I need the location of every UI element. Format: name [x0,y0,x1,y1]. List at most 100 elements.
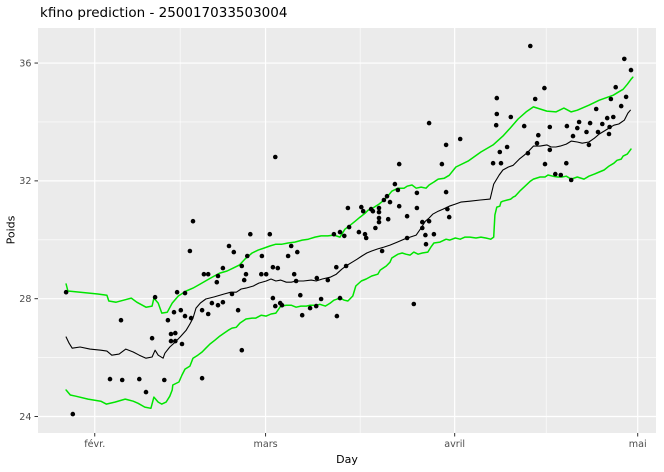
data-point [420,219,425,225]
data-point [259,253,265,259]
data-point [179,341,185,347]
data-point [299,312,305,318]
data-point [431,231,437,237]
data-point [622,56,627,62]
data-point [570,133,576,139]
data-point [295,249,300,255]
data-point [118,317,124,323]
data-point [411,301,417,307]
y-tick-label: 36 [19,58,31,69]
scatter-points [63,43,634,417]
data-point [168,338,174,344]
data-point [243,271,249,277]
data-point [187,248,193,254]
data-point [245,253,250,259]
data-point [359,204,364,210]
y-tick-label: 24 [19,412,31,423]
x-tick-label: mars [253,439,277,450]
data-point [220,299,226,305]
data-point [173,330,178,336]
data-point [457,136,463,142]
data-point [497,149,503,155]
data-point [385,216,391,222]
data-point [584,129,589,135]
data-point [209,300,215,306]
data-point [279,302,285,308]
data-point [404,235,410,241]
data-point [275,265,281,271]
y-tick-label: 28 [19,294,31,305]
data-point [439,161,445,167]
data-point [356,229,362,235]
data-point [370,208,376,214]
data-point [498,160,504,166]
gridlines-major [38,28,656,433]
data-point [291,271,297,277]
data-point [231,249,237,255]
data-point [547,124,553,130]
data-point [576,119,582,125]
data-point [293,278,299,284]
data-point [267,231,273,237]
data-point [414,205,420,211]
data-point [606,131,612,137]
data-point [508,114,514,120]
data-point [220,265,226,271]
data-point [426,120,432,126]
lower-bound-line [65,148,632,410]
data-point [568,177,574,183]
x-axis-ticks: févr. mars avril mai [84,433,647,450]
data-point [575,125,580,131]
data-point [235,307,241,313]
data-point [248,231,253,237]
data-point [168,331,174,337]
data-point [298,292,303,298]
data-point [423,241,429,247]
data-point [553,171,558,177]
data-point [373,225,378,231]
x-tick-label: avril [444,439,465,450]
data-point [205,311,211,317]
data-point [521,123,527,129]
data-point [270,264,276,270]
data-point [337,229,343,235]
data-point [273,154,278,160]
prediction-line [65,109,631,359]
data-point [259,271,264,277]
data-point [362,231,368,237]
data-point [205,271,211,277]
data-point [325,277,331,283]
data-point [376,215,382,221]
data-point [199,375,205,381]
data-point [107,376,113,382]
data-point [270,295,276,301]
data-point [587,120,593,126]
data-point [426,218,432,224]
data-point [445,206,450,212]
data-point [337,295,343,301]
data-point [119,377,125,383]
data-point [494,95,500,101]
data-point [190,218,196,224]
data-point [628,67,634,73]
x-tick-label: févr. [84,438,105,450]
data-point [547,147,553,153]
data-point [493,122,499,128]
data-point [443,189,449,195]
data-point [162,377,167,383]
data-point [285,253,291,259]
data-point [137,376,142,382]
data-point [558,172,564,178]
data-point [215,302,221,308]
data-point [201,271,207,277]
data-point [188,315,194,321]
data-point [199,307,205,313]
data-point [331,231,337,237]
data-point [182,313,188,319]
data-point [392,181,398,187]
data-point [525,150,531,156]
data-point [376,219,382,225]
data-point [63,289,69,295]
